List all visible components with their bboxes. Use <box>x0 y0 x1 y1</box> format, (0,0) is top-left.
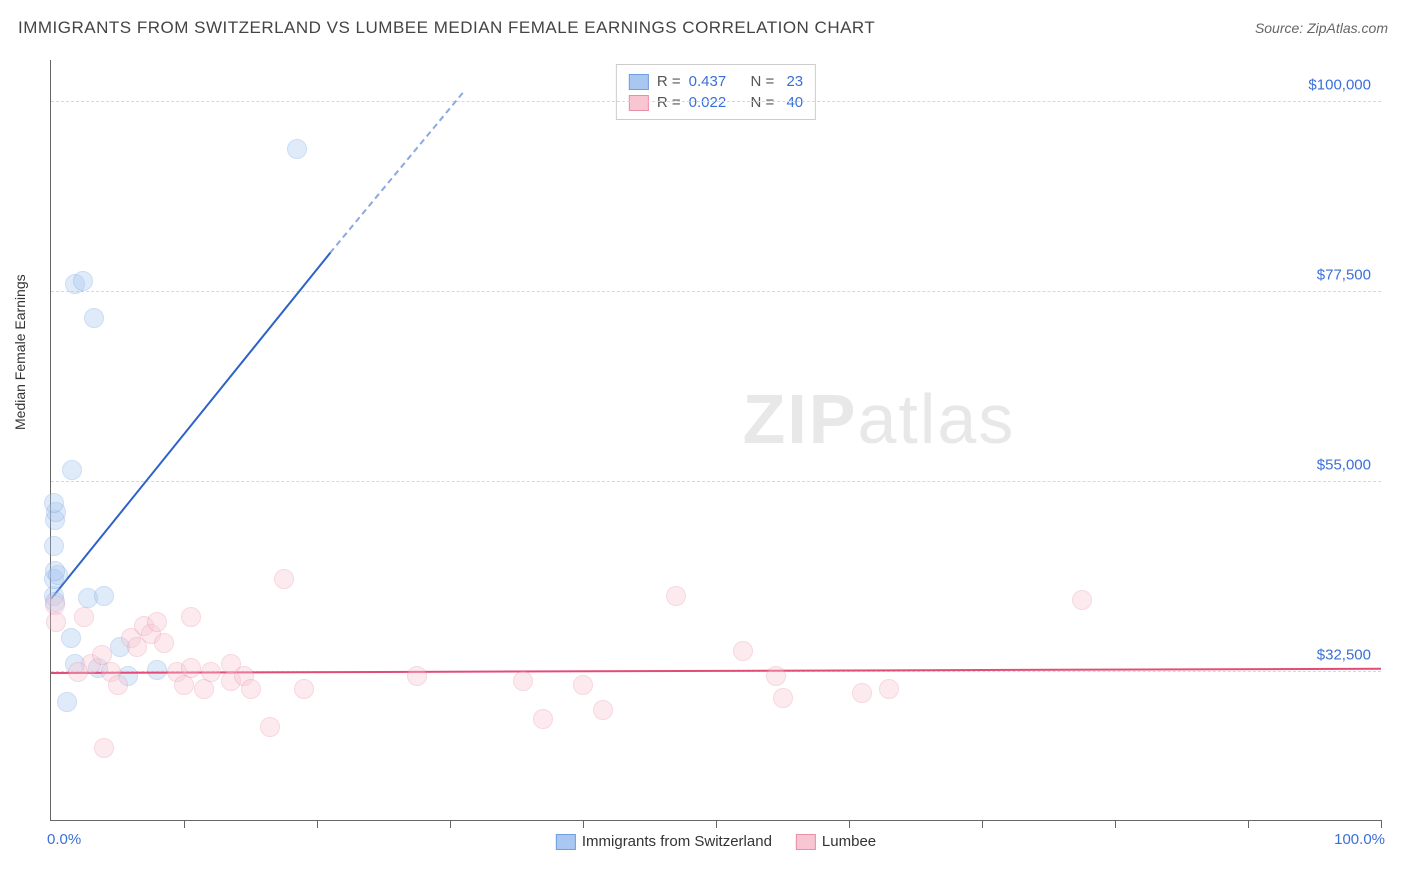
legend-swatch-lumbee <box>629 95 649 111</box>
data-point-lumbee <box>147 612 167 632</box>
data-point-lumbee <box>773 688 793 708</box>
legend-label-switzerland: Immigrants from Switzerland <box>582 833 772 850</box>
y-tick-label: $55,000 <box>1317 457 1371 474</box>
x-tick <box>184 820 185 828</box>
r-label: R = <box>657 94 681 111</box>
data-point-lumbee <box>573 675 593 695</box>
data-point-switzerland <box>94 586 114 606</box>
x-tick <box>1115 820 1116 828</box>
data-point-lumbee <box>181 658 201 678</box>
data-point-lumbee <box>513 671 533 691</box>
gridline <box>51 481 1381 482</box>
data-point-lumbee <box>766 666 786 686</box>
data-point-lumbee <box>294 679 314 699</box>
gridline <box>51 101 1381 102</box>
legend-item-lumbee: Lumbee <box>796 833 876 850</box>
legend-swatch-switzerland <box>556 834 576 850</box>
r-value-lumbee: 0.022 <box>689 94 727 111</box>
legend-swatch-switzerland <box>629 74 649 90</box>
data-point-lumbee <box>733 641 753 661</box>
data-point-lumbee <box>241 679 261 699</box>
stats-row-switzerland: R = 0.437 N = 23 <box>629 71 803 92</box>
gridline <box>51 291 1381 292</box>
data-point-lumbee <box>274 569 294 589</box>
data-point-lumbee <box>407 666 427 686</box>
x-tick <box>583 820 584 828</box>
data-point-lumbee <box>852 683 872 703</box>
data-point-lumbee <box>1072 590 1092 610</box>
data-point-switzerland <box>62 460 82 480</box>
data-point-switzerland <box>44 536 64 556</box>
series-legend: Immigrants from Switzerland Lumbee <box>556 833 876 850</box>
y-tick-label: $100,000 <box>1308 77 1371 94</box>
data-point-switzerland <box>73 271 93 291</box>
data-point-switzerland <box>61 628 81 648</box>
x-tick <box>716 820 717 828</box>
n-value-lumbee: 40 <box>782 94 803 111</box>
watermark-atlas: atlas <box>858 380 1016 458</box>
n-value-switzerland: 23 <box>782 73 803 90</box>
trend-line-dashed-switzerland <box>330 92 465 254</box>
data-point-lumbee <box>666 586 686 606</box>
legend-label-lumbee: Lumbee <box>822 833 876 850</box>
data-point-switzerland <box>287 139 307 159</box>
n-label: N = <box>751 94 775 111</box>
plot-area: ZIPatlas R =0.437 N = 23R =0.022 N = 40 … <box>50 60 1381 821</box>
legend-item-switzerland: Immigrants from Switzerland <box>556 833 772 850</box>
x-axis-min-label: 0.0% <box>47 831 81 848</box>
y-tick-label: $32,500 <box>1317 647 1371 664</box>
data-point-lumbee <box>201 662 221 682</box>
data-point-switzerland <box>44 493 64 513</box>
x-tick <box>982 820 983 828</box>
data-point-lumbee <box>154 633 174 653</box>
data-point-switzerland <box>57 692 77 712</box>
x-tick <box>1381 820 1382 828</box>
legend-swatch-lumbee <box>796 834 816 850</box>
x-tick <box>1248 820 1249 828</box>
data-point-lumbee <box>108 675 128 695</box>
r-value-switzerland: 0.437 <box>689 73 727 90</box>
watermark: ZIPatlas <box>743 379 1016 459</box>
source-attribution: Source: ZipAtlas.com <box>1255 20 1388 36</box>
data-point-lumbee <box>74 607 94 627</box>
data-point-lumbee <box>260 717 280 737</box>
stats-row-lumbee: R = 0.022 N = 40 <box>629 92 803 113</box>
chart-title: IMMIGRANTS FROM SWITZERLAND VS LUMBEE ME… <box>18 18 875 38</box>
data-point-lumbee <box>181 607 201 627</box>
x-tick <box>450 820 451 828</box>
x-tick <box>317 820 318 828</box>
y-axis-label: Median Female Earnings <box>12 274 28 430</box>
trend-line-switzerland <box>50 253 331 600</box>
n-label: N = <box>751 73 775 90</box>
data-point-switzerland <box>147 660 167 680</box>
data-point-lumbee <box>593 700 613 720</box>
x-tick <box>849 820 850 828</box>
data-point-lumbee <box>94 738 114 758</box>
data-point-lumbee <box>879 679 899 699</box>
data-point-lumbee <box>533 709 553 729</box>
data-point-lumbee <box>68 662 88 682</box>
y-tick-label: $77,500 <box>1317 267 1371 284</box>
watermark-zip: ZIP <box>743 380 858 458</box>
data-point-lumbee <box>46 612 66 632</box>
stats-legend: R = 0.437 N = 23 R = 0.022 N = 40 <box>616 64 816 120</box>
data-point-switzerland <box>84 308 104 328</box>
data-point-switzerland <box>45 561 65 581</box>
x-axis-max-label: 100.0% <box>1334 831 1385 848</box>
r-label: R = <box>657 73 681 90</box>
